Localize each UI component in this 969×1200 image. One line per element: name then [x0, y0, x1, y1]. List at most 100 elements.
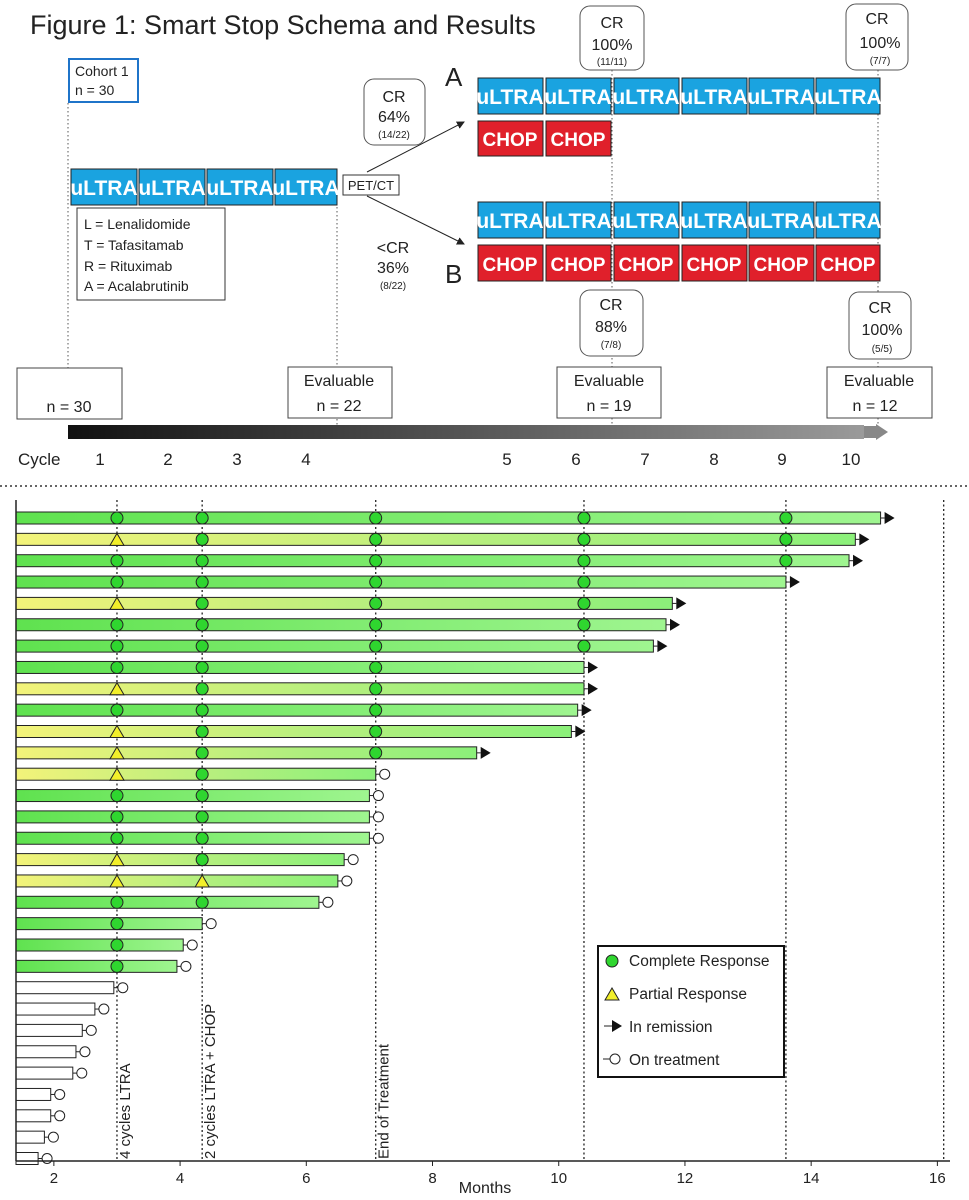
x-tick-label: 16 — [929, 1170, 946, 1187]
on-treatment-marker — [117, 982, 129, 994]
patient-bar — [15, 1045, 77, 1059]
eval-c6-label: Evaluable — [574, 373, 644, 390]
complete-response-marker — [110, 511, 124, 525]
patient-bar — [15, 895, 320, 909]
complete-response-marker — [110, 575, 124, 589]
vertical-marker-label: End of Treatment — [376, 1043, 393, 1159]
complete-response-marker — [779, 554, 793, 568]
complete-response-marker — [110, 618, 124, 632]
remission-arrow — [789, 576, 800, 589]
complete-response-marker — [110, 703, 124, 717]
patient-bar — [15, 1152, 39, 1165]
vertical-markers: 4 cycles LTRA 2 cycles LTRA + CHOP End of … — [116, 500, 945, 1161]
partial-response-marker — [194, 873, 211, 888]
remission-arrow — [657, 640, 668, 653]
on-treatment-marker — [341, 875, 353, 887]
x-tick-label: 6 — [302, 1170, 310, 1187]
patient-bar — [15, 511, 882, 525]
patient-bar — [15, 1087, 52, 1101]
patient-bar — [15, 1023, 83, 1037]
ultra-block — [815, 201, 881, 239]
cohort-box — [68, 58, 139, 103]
complete-response-marker — [110, 895, 124, 909]
cr-b-c6-frac: (7/8) — [601, 340, 622, 351]
complete-response-marker — [110, 789, 124, 803]
remission-arrow — [884, 512, 895, 524]
eval-c10-n: n = 12 — [853, 398, 898, 415]
chop-label: CHOP — [754, 255, 809, 276]
legend-cr-label: Complete Response — [629, 953, 769, 970]
x-tick-label: 14 — [803, 1170, 820, 1187]
ultra-block — [477, 201, 544, 239]
remission-arrow — [670, 618, 681, 631]
ultra-block — [748, 201, 815, 239]
complete-response-marker — [110, 831, 124, 845]
on-treatment-marker — [47, 1131, 59, 1143]
patient-bar — [15, 917, 203, 931]
ultra-block — [613, 201, 680, 239]
ultra-block — [477, 77, 544, 115]
cr-bubble-a-c10 — [845, 3, 909, 71]
eval-box-c6 — [556, 366, 662, 419]
patient-bar — [15, 554, 850, 568]
eval-c4-n: n = 22 — [317, 398, 362, 415]
arm-b-letter: B — [445, 259, 462, 289]
remission-arrow — [859, 533, 870, 546]
chop-label: CHOP — [619, 255, 674, 276]
ultra-label: uLTRA — [70, 177, 137, 200]
patient-bars — [15, 511, 895, 1165]
cr-a-c10-cr: CR — [865, 11, 888, 28]
legend-cr-symbol — [605, 954, 619, 968]
complete-response-marker — [369, 575, 383, 589]
cycle-number: 9 — [777, 450, 786, 469]
complete-response-marker — [195, 532, 209, 546]
complete-response-marker — [110, 554, 124, 568]
legend-remission-label: In remission — [629, 1019, 713, 1036]
remission-arrow — [575, 725, 586, 738]
ultra-label: uLTRA — [612, 210, 679, 233]
ultra-label: uLTRA — [680, 86, 747, 109]
remission-arrow — [480, 746, 491, 759]
on-treatment-marker — [205, 918, 217, 930]
complete-response-marker — [195, 767, 209, 781]
complete-response-marker — [369, 725, 383, 738]
cr-bubble-b-c10 — [848, 291, 912, 360]
ultra-label: uLTRA — [476, 86, 543, 109]
ultra-label: uLTRA — [476, 210, 543, 233]
remission-arrow — [587, 682, 598, 695]
cycle-number: 2 — [163, 450, 172, 469]
cr-b-c6-pct: 88% — [595, 319, 627, 336]
complete-response-marker — [577, 618, 591, 632]
remission-arrow — [853, 554, 864, 567]
cr-a-c6-cr: CR — [600, 15, 623, 32]
ultra-label: uLTRA — [544, 210, 611, 233]
on-treatment-marker — [322, 896, 334, 908]
chop-block — [613, 244, 680, 282]
complete-response-marker — [110, 938, 124, 952]
cr-b-c10-frac: (5/5) — [872, 344, 893, 355]
on-treatment-marker — [372, 811, 384, 823]
chop-label: CHOP — [551, 130, 606, 151]
arm-b-ultra-row: uLTRA uLTRA uLTRA uLTRA uLTRA uLTRA — [476, 201, 882, 239]
on-treatment-marker — [41, 1153, 53, 1164]
chop-label: CHOP — [687, 255, 742, 276]
cycle-label: Cycle — [18, 450, 61, 469]
cycle-number: 5 — [502, 450, 511, 469]
complete-response-marker — [577, 596, 591, 610]
ultra-block — [681, 77, 748, 115]
ultra-label: uLTRA — [747, 86, 814, 109]
cycle-number: 3 — [232, 450, 241, 469]
complete-response-marker — [195, 831, 209, 845]
complete-response-marker — [195, 618, 209, 632]
complete-response-marker — [577, 511, 591, 525]
ultra-label: uLTRA — [206, 177, 273, 200]
cr-b-c10-cr: CR — [868, 300, 891, 317]
complete-response-marker — [195, 575, 209, 589]
arm-a-ultra-row: uLTRA uLTRA uLTRA uLTRA uLTRA uLTRA — [476, 77, 882, 115]
chop-block — [477, 244, 544, 282]
eval-box-start — [16, 367, 123, 420]
chop-block — [545, 120, 612, 157]
on-treatment-marker — [372, 832, 384, 844]
patient-bar — [15, 789, 370, 803]
